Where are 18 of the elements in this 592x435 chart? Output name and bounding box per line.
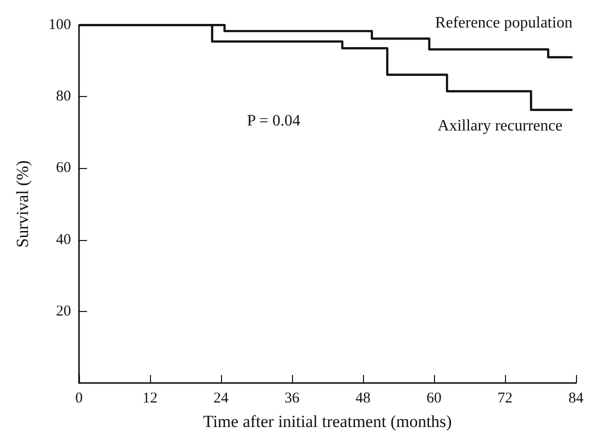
y-tick-label: 40 [56,232,71,248]
x-tick-label: 24 [214,390,229,406]
y-axis-title: Survival (%) [13,160,32,248]
x-tick-label: 84 [568,390,584,406]
series-label: Axillary recurrence [438,117,562,134]
x-tick-label: 48 [356,390,370,406]
x-tick-label: 12 [142,390,158,406]
y-tick-label: 100 [48,17,71,33]
y-tick-label: 60 [56,160,71,176]
annotation: P = 0.04 [247,112,300,130]
x-tick-label: 60 [426,390,442,406]
x-axis-title: Time after initial treatment (months) [203,412,452,431]
series-label: Reference population [435,14,572,32]
x-tick-label: 36 [284,390,300,406]
y-tick-label: 20 [56,303,71,320]
x-tick-label: 72 [498,390,512,406]
x-tick-label: 0 [75,390,83,406]
y-tick-label: 80 [56,88,71,105]
